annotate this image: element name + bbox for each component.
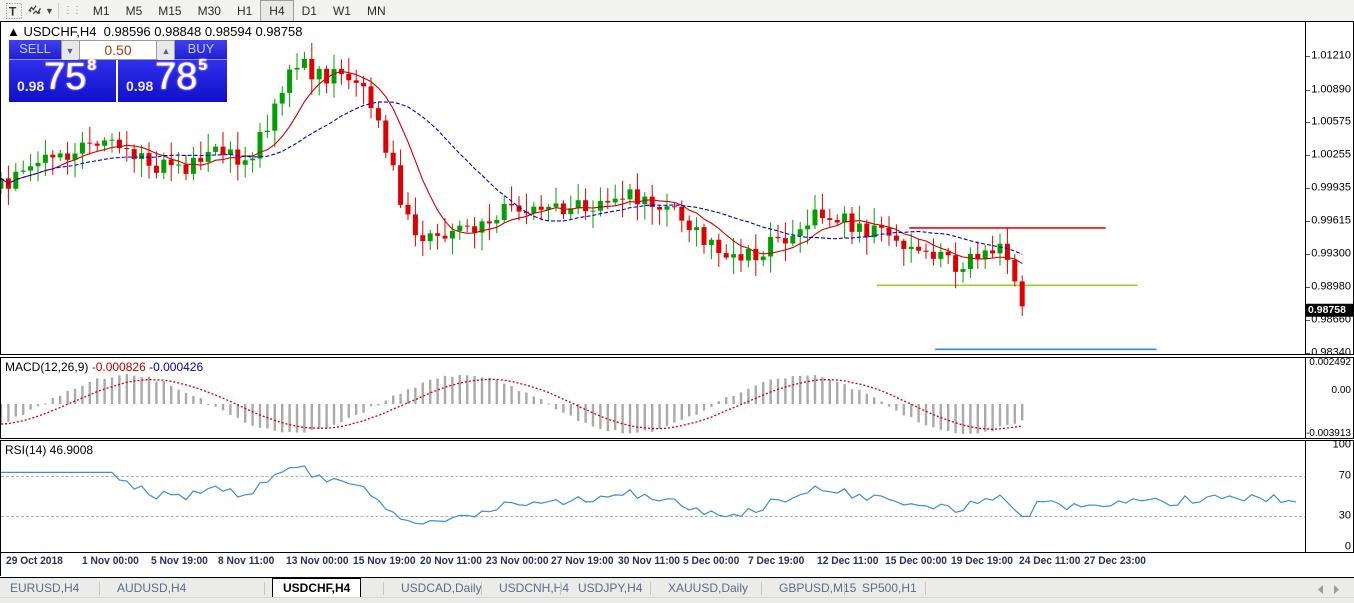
- svg-text:T: T: [9, 4, 17, 18]
